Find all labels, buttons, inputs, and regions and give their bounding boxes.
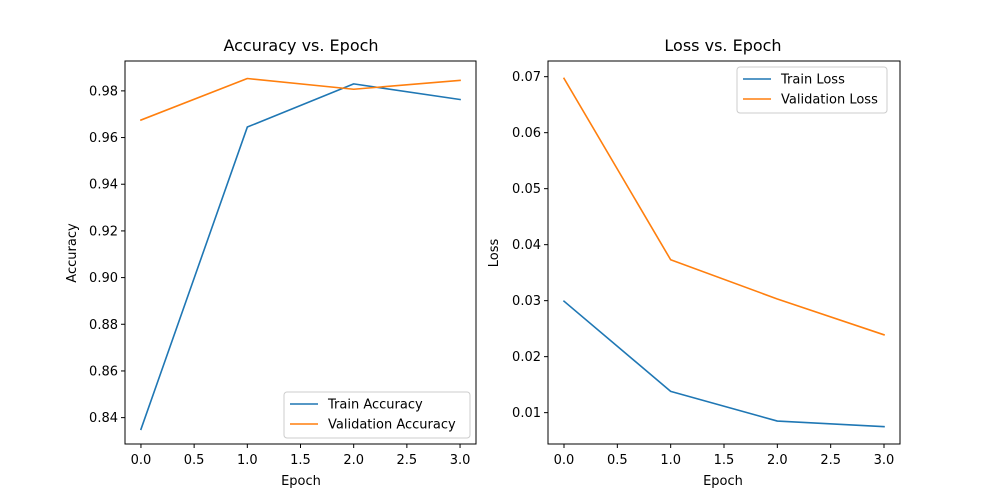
loss-x-tick-label: 1.0 bbox=[660, 453, 681, 468]
loss-x-tick-label: 0.5 bbox=[607, 453, 628, 468]
train-loss-line bbox=[562, 300, 885, 428]
loss-y-tick-label: 0.06 bbox=[512, 126, 541, 141]
accuracy-x-tick-label: 0.0 bbox=[131, 453, 152, 468]
accuracy-y-tick-label: 0.94 bbox=[89, 178, 118, 193]
accuracy-x-tick-label: 1.0 bbox=[237, 453, 258, 468]
accuracy-y-tick-label: 0.92 bbox=[89, 224, 118, 239]
loss-y-tick-label: 0.02 bbox=[512, 350, 541, 365]
loss-y-tick-label: 0.07 bbox=[512, 70, 541, 85]
accuracy-y-axis-label: Accuracy bbox=[65, 223, 80, 283]
accuracy-x-tick-label: 0.5 bbox=[184, 453, 205, 468]
accuracy-legend-box bbox=[283, 391, 471, 439]
validation-loss-line bbox=[562, 77, 886, 336]
accuracy-chart-title: Accuracy vs. Epoch bbox=[223, 36, 378, 55]
accuracy-y-tick-label: 0.86 bbox=[89, 364, 118, 379]
validation-accuracy-line bbox=[139, 77, 461, 122]
accuracy-x-tick-label: 2.0 bbox=[343, 453, 364, 468]
accuracy-legend: Train Accuracy Validation Accuracy bbox=[283, 391, 471, 439]
validation-accuracy-legend-label: Validation Accuracy bbox=[328, 418, 456, 433]
accuracy-chart-panel: Accuracy vs. Epoch Epoch Accuracy 0.0 0.5… bbox=[65, 36, 477, 489]
loss-x-tick-label: 2.5 bbox=[820, 453, 841, 468]
accuracy-x-tick-label: 2.5 bbox=[397, 453, 418, 468]
accuracy-y-tick-label: 0.84 bbox=[89, 411, 118, 426]
train-accuracy-legend-label: Train Accuracy bbox=[327, 398, 423, 413]
loss-chart-title: Loss vs. Epoch bbox=[664, 36, 781, 55]
accuracy-x-axis-label: Epoch bbox=[281, 474, 321, 489]
accuracy-y-tick-label: 0.88 bbox=[89, 318, 118, 333]
accuracy-x-tick-label: 3.0 bbox=[450, 453, 471, 468]
accuracy-y-tick-label: 0.90 bbox=[89, 271, 118, 286]
loss-legend: Train Loss Validation Loss bbox=[736, 66, 888, 114]
loss-x-tick-label: 3.0 bbox=[874, 453, 895, 468]
accuracy-y-tick-label: 0.96 bbox=[89, 131, 118, 146]
loss-legend-box bbox=[736, 66, 888, 114]
loss-x-tick-label: 2.0 bbox=[767, 453, 788, 468]
loss-x-tick-label: 1.5 bbox=[714, 453, 735, 468]
loss-y-tick-label: 0.05 bbox=[512, 182, 541, 197]
validation-loss-legend-label: Validation Loss bbox=[781, 93, 878, 108]
loss-x-axis-label: Epoch bbox=[703, 474, 743, 489]
accuracy-y-tick-label: 0.98 bbox=[89, 84, 118, 99]
loss-chart-panel: Loss vs. Epoch Epoch Loss 0.0 0.5 1.0 1.5 2.… bbox=[487, 36, 901, 489]
accuracy-x-tick-label: 1.5 bbox=[290, 453, 311, 468]
loss-y-tick-label: 0.03 bbox=[512, 294, 541, 309]
train-loss-legend-label: Train Loss bbox=[780, 73, 845, 88]
loss-y-axis-label: Loss bbox=[487, 239, 502, 268]
train-accuracy-line bbox=[139, 83, 461, 431]
loss-y-tick-label: 0.04 bbox=[512, 238, 541, 253]
loss-y-tick-label: 0.01 bbox=[512, 406, 541, 421]
loss-x-tick-label: 0.0 bbox=[554, 453, 575, 468]
